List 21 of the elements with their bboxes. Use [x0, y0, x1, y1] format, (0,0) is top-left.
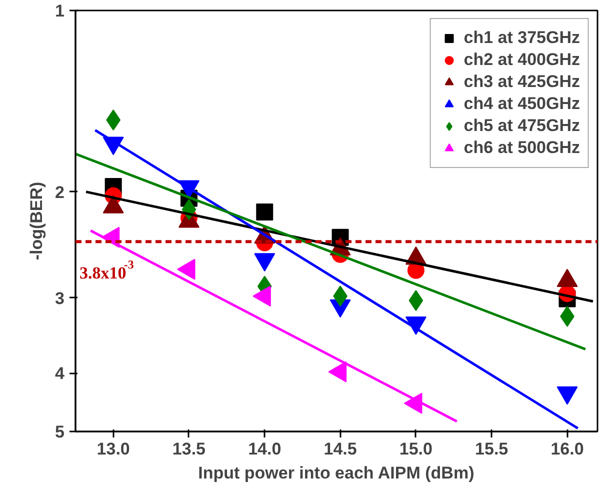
x-tick-label: 15.5 — [475, 440, 508, 458]
x-tick-label: 14.0 — [248, 440, 282, 458]
y-axis-title: -log(BER) — [27, 182, 46, 260]
x-tick-label: 13.0 — [96, 440, 130, 458]
legend-label: ch4 at 450GHz — [464, 93, 580, 115]
y-tick-label: 1 — [55, 2, 65, 20]
x-tick-label: 16.0 — [550, 440, 584, 458]
point — [256, 203, 274, 220]
legend-label: ch3 at 425GHz — [464, 71, 580, 93]
x-tick-label: 13.5 — [172, 440, 206, 458]
legend-label: ch5 at 475GHz — [464, 115, 580, 137]
x-axis-title: Input power into each AIPM (dBm) — [198, 464, 474, 482]
y-tick-label: 4 — [55, 364, 66, 384]
legend-label: ch6 at 500GHz — [464, 137, 580, 159]
x-tick-label: 15.0 — [399, 440, 432, 458]
y-tick-label: 2 — [55, 182, 65, 202]
legend-label: ch2 at 400GHz — [464, 49, 580, 71]
y-tick-label: 3 — [55, 288, 65, 308]
y-tick-label: 5 — [55, 422, 65, 442]
legend-label: ch1 at 375GHz — [464, 27, 580, 49]
x-tick-label: 14.5 — [324, 440, 357, 458]
